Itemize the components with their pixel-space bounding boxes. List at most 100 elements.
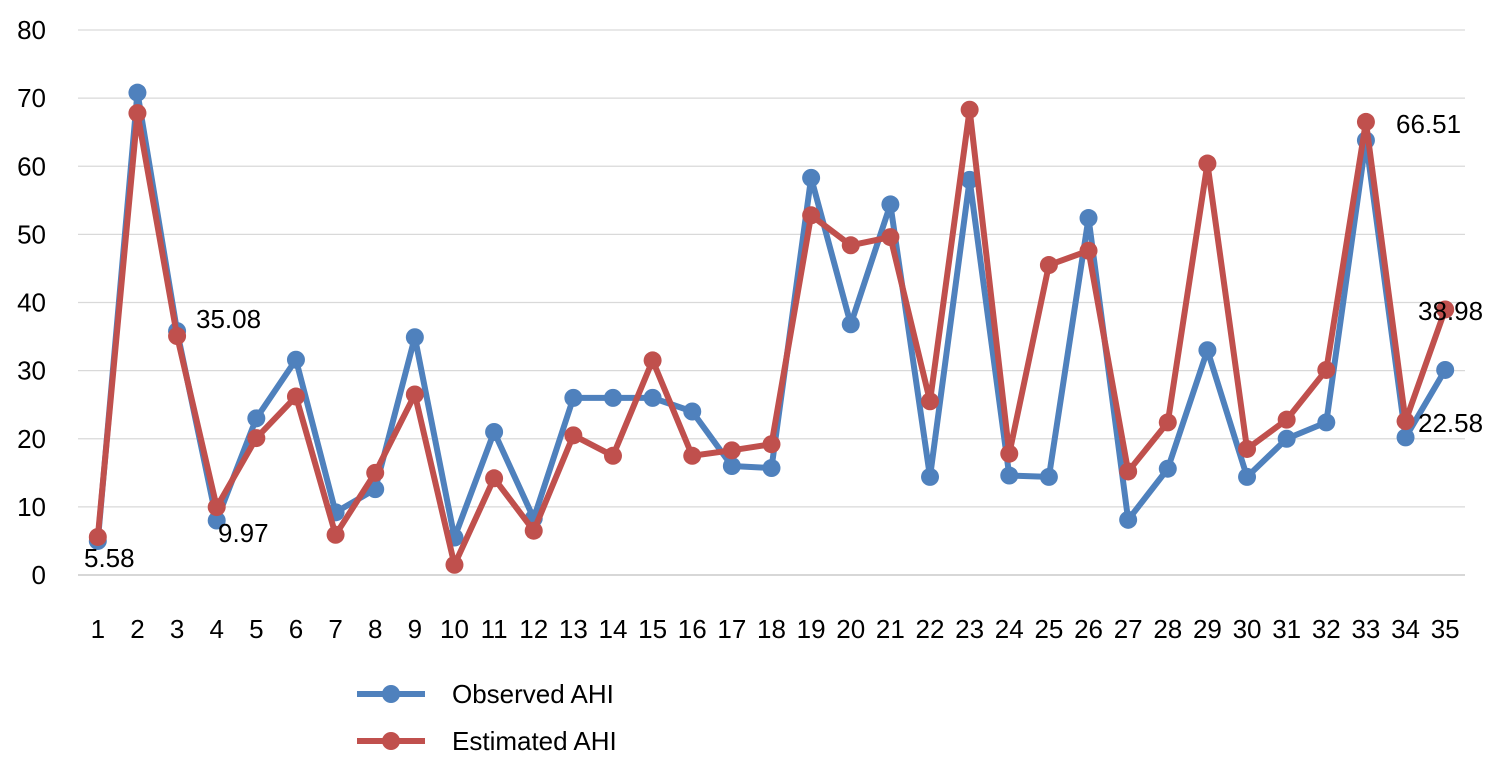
data-point <box>762 459 781 478</box>
y-tick-label: 80 <box>17 15 46 45</box>
legend: Observed AHI Estimated AHI <box>357 679 617 756</box>
x-tick-label: 16 <box>678 614 707 644</box>
data-point <box>1436 300 1455 319</box>
data-point <box>643 351 662 370</box>
x-tick-label: 6 <box>289 614 303 644</box>
data-point <box>286 350 305 369</box>
data-point <box>960 100 979 119</box>
x-tick-label: 21 <box>876 614 905 644</box>
x-tick-label: 27 <box>1114 614 1143 644</box>
x-tick-label: 19 <box>797 614 826 644</box>
data-point <box>881 195 900 214</box>
data-point <box>1277 429 1296 448</box>
x-tick-label: 29 <box>1193 614 1222 644</box>
x-tick-label: 5 <box>249 614 263 644</box>
y-tick-label: 30 <box>17 356 46 386</box>
x-tick-label: 14 <box>599 614 628 644</box>
gridlines <box>78 29 1465 576</box>
x-tick-label: 22 <box>916 614 945 644</box>
data-point <box>1317 413 1336 432</box>
data-label: 9.97 <box>218 518 269 548</box>
x-tick-label: 18 <box>757 614 786 644</box>
data-point <box>881 228 900 247</box>
series-estimated-ahi <box>88 100 1455 574</box>
data-point <box>1158 459 1177 478</box>
data-point <box>1238 467 1257 486</box>
data-point <box>1119 510 1138 529</box>
x-tick-label: 9 <box>408 614 422 644</box>
x-tick-label: 24 <box>995 614 1024 644</box>
series-group <box>88 83 1455 574</box>
legend-item: Observed AHI <box>357 679 614 709</box>
data-point <box>445 555 464 574</box>
data-point <box>524 521 543 540</box>
data-point <box>802 206 821 225</box>
legend-swatch-marker <box>382 685 400 703</box>
x-tick-label: 13 <box>559 614 588 644</box>
data-point <box>326 525 345 544</box>
data-point <box>1039 467 1058 486</box>
data-point <box>564 388 583 407</box>
data-point <box>762 435 781 454</box>
data-point <box>1396 428 1415 447</box>
data-point <box>960 170 979 189</box>
x-tick-label: 2 <box>130 614 144 644</box>
data-point <box>168 327 187 346</box>
data-point <box>921 467 940 486</box>
x-tick-label: 11 <box>481 614 508 644</box>
x-tick-label: 33 <box>1351 614 1380 644</box>
data-label: 22.58 <box>1418 408 1483 438</box>
data-point <box>841 236 860 255</box>
data-point <box>286 387 305 406</box>
x-tick-label: 15 <box>638 614 667 644</box>
data-label: 5.58 <box>84 543 135 573</box>
data-point <box>1000 444 1019 463</box>
data-point <box>722 457 741 475</box>
data-point <box>643 388 662 407</box>
data-point <box>207 511 226 530</box>
y-tick-label: 70 <box>17 83 46 113</box>
data-label: 35.08 <box>196 304 261 334</box>
x-tick-label: 23 <box>955 614 984 644</box>
data-point <box>1356 112 1375 131</box>
data-point <box>603 388 622 407</box>
data-point <box>683 446 702 465</box>
data-point <box>921 392 940 411</box>
x-tick-label: 35 <box>1431 614 1460 644</box>
data-point <box>1277 410 1296 429</box>
data-point <box>1317 360 1336 379</box>
data-point <box>405 328 424 347</box>
data-point <box>683 402 702 421</box>
x-tick-label: 31 <box>1272 614 1301 644</box>
data-point <box>722 441 741 460</box>
x-tick-label: 7 <box>328 614 342 644</box>
x-tick-label: 3 <box>170 614 184 644</box>
y-tick-label: 20 <box>17 424 46 454</box>
data-point <box>207 498 226 517</box>
data-point <box>802 168 821 187</box>
series-line <box>94 106 1449 568</box>
data-point <box>247 429 266 448</box>
y-tick-label: 10 <box>17 492 46 522</box>
data-point <box>405 385 424 404</box>
x-tick-label: 25 <box>1034 614 1063 644</box>
x-tick-label: 20 <box>836 614 865 644</box>
x-tick-label: 17 <box>717 614 746 644</box>
data-point <box>485 469 504 488</box>
series-observed-ahi <box>88 83 1455 550</box>
data-point <box>128 104 147 123</box>
x-tick-label: 30 <box>1233 614 1262 644</box>
x-tick-label: 28 <box>1153 614 1182 644</box>
x-tick-label: 4 <box>209 614 223 644</box>
legend-swatch-marker <box>382 732 400 750</box>
data-point <box>88 527 107 546</box>
y-tick-label: 40 <box>17 288 46 318</box>
y-tick-label: 0 <box>32 560 46 590</box>
y-tick-label: 50 <box>17 219 46 249</box>
data-point <box>841 315 860 334</box>
data-label: 38.98 <box>1418 296 1483 326</box>
x-tick-label: 32 <box>1312 614 1341 644</box>
x-tick-label: 10 <box>440 614 469 644</box>
